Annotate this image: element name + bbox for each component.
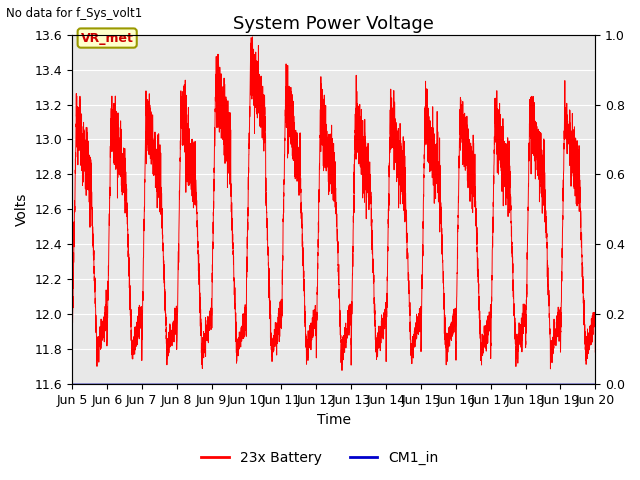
X-axis label: Time: Time [317, 413, 351, 427]
Text: VR_met: VR_met [81, 32, 134, 45]
Y-axis label: Volts: Volts [15, 193, 29, 226]
Text: No data for f_Sys_volt1: No data for f_Sys_volt1 [6, 7, 143, 20]
Legend: 23x Battery, CM1_in: 23x Battery, CM1_in [196, 445, 444, 471]
Title: System Power Voltage: System Power Voltage [233, 15, 434, 33]
